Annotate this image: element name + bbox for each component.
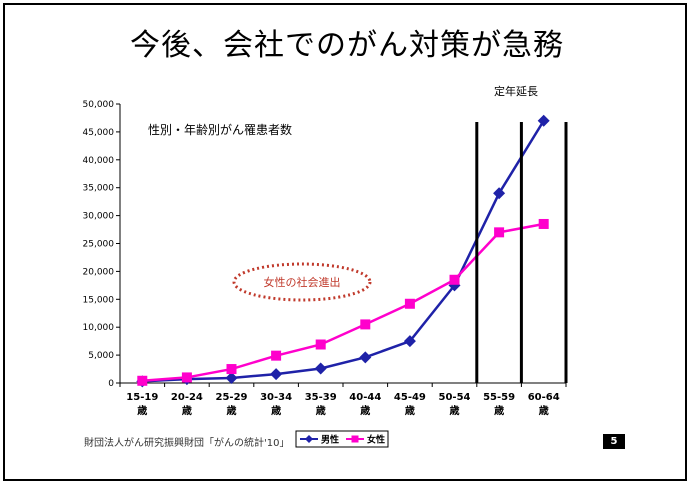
chart-title: 性別・年齢別がん罹患者数 [148,122,292,137]
data-point [225,371,238,384]
y-tick-label: 35,000 [83,184,115,194]
x-tick-suffix: 歳 [271,404,281,417]
y-tick-label: 30,000 [83,212,115,222]
data-point [315,339,326,350]
legend-swatch-marker [305,435,313,443]
y-tick-label: 5,000 [88,351,114,361]
data-point [226,364,237,375]
page-title: 今後、会社でのがん対策が急務 [130,28,564,63]
x-tick-label: 55-59 [483,392,515,403]
y-tick-label: 25,000 [83,240,115,250]
x-tick-label: 45-49 [394,392,426,403]
y-tick-label: 0 [108,379,114,389]
legend: 男性 女性 [295,430,389,448]
data-point [360,319,371,330]
x-tick-label: 20-24 [171,392,203,403]
data-point [359,351,372,364]
x-tick-suffix: 歳 [450,404,460,417]
x-tick-label: 25-29 [216,392,248,403]
x-tick-suffix: 歳 [137,404,147,417]
x-tick-suffix: 歳 [227,404,237,417]
y-tick-label: 10,000 [83,323,115,333]
legend-label: 男性 [321,434,339,446]
x-tick-suffix: 歳 [539,404,549,417]
y-tick-label: 40,000 [83,156,115,166]
data-point [137,375,148,386]
series-line-1 [142,222,544,383]
x-tick-label: 35-39 [305,392,337,403]
y-tick-label: 15,000 [83,295,115,305]
legend-swatch-marker [351,435,359,443]
slide-frame [3,3,687,481]
x-tick-suffix: 歳 [405,404,415,417]
data-point [314,362,327,375]
x-tick-label: 30-34 [260,392,292,403]
slide-number: 5 [603,434,625,449]
x-tick-suffix: 歳 [182,404,192,417]
legend-label: 女性 [367,434,385,446]
source-note: 財団法人がん研究振興財団「がんの統計'10」 [84,438,290,449]
y-tick-label: 50,000 [83,100,115,110]
data-point [449,274,460,285]
x-axis: 15-19歳20-24歳25-29歳30-34歳35-39歳40-44歳45-4… [119,382,567,417]
y-tick-label: 20,000 [83,267,115,277]
women-annotation-label: 女性の社会進出 [264,275,341,289]
data-point [403,335,416,348]
plot-area [136,114,568,388]
x-tick-label: 50-54 [439,392,471,403]
data-point [493,187,506,200]
series-line-0 [142,120,545,383]
x-tick-suffix: 歳 [360,404,370,417]
x-tick-label: 60-64 [528,392,560,403]
x-tick-label: 15-19 [126,392,158,403]
x-tick-suffix: 歳 [494,404,504,417]
data-point [270,368,283,381]
legend-box [295,430,389,448]
x-tick-suffix: 歳 [316,404,326,417]
data-point [404,298,415,309]
retirement-label: 定年延長 [494,84,538,98]
data-point [538,218,549,229]
y-axis: 0 5,000 10,000 15,000 20,000 25,000 30,000 35,0… [83,100,121,389]
data-point [537,114,550,127]
women-annotation-ellipse [232,262,372,302]
data-point [494,227,505,238]
y-tick-label: 45,000 [83,128,115,138]
data-point [181,372,192,383]
x-tick-label: 40-44 [349,392,381,403]
data-point [271,350,282,361]
